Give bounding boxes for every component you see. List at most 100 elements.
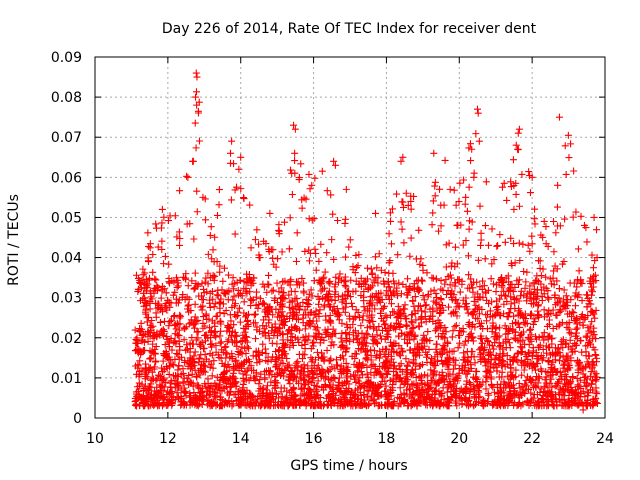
- data-point: [542, 373, 550, 381]
- data-point: [550, 217, 558, 225]
- data-point: [488, 225, 496, 233]
- data-point: [537, 231, 545, 239]
- data-point: [429, 209, 437, 217]
- data-point: [440, 201, 448, 209]
- data-point: [487, 275, 495, 283]
- data-point: [295, 174, 303, 182]
- data-point: [189, 355, 197, 363]
- data-point: [561, 339, 569, 347]
- data-point: [526, 189, 534, 197]
- data-point: [444, 272, 452, 280]
- data-point: [279, 359, 287, 367]
- data-point: [567, 383, 575, 391]
- data-point: [163, 335, 171, 343]
- data-point: [212, 333, 220, 341]
- data-point: [526, 247, 534, 255]
- data-point: [289, 386, 297, 394]
- data-point: [440, 360, 448, 368]
- data-point: [237, 337, 245, 345]
- data-point: [301, 337, 309, 345]
- data-point: [261, 328, 269, 336]
- data-point: [577, 390, 585, 398]
- data-point: [524, 290, 532, 298]
- data-point: [206, 303, 214, 311]
- data-point: [573, 324, 581, 332]
- data-point: [591, 346, 599, 354]
- data-point: [327, 191, 335, 199]
- data-point: [323, 346, 331, 354]
- data-point: [504, 326, 512, 334]
- data-point: [494, 242, 502, 250]
- data-point: [387, 338, 395, 346]
- data-point: [315, 353, 323, 361]
- data-point: [359, 316, 367, 324]
- data-point: [295, 338, 303, 346]
- data-point: [174, 351, 182, 359]
- data-point: [222, 398, 230, 406]
- data-point: [328, 338, 336, 346]
- data-point: [542, 379, 550, 387]
- data-point: [283, 387, 291, 395]
- data-point: [207, 223, 215, 231]
- data-point: [252, 293, 260, 301]
- data-point: [505, 285, 513, 293]
- data-point: [168, 400, 176, 408]
- data-point: [199, 319, 207, 327]
- data-point: [477, 241, 485, 249]
- data-point: [205, 391, 213, 399]
- data-point: [534, 292, 542, 300]
- data-point: [262, 322, 270, 330]
- data-point: [288, 326, 296, 334]
- data-point: [531, 205, 539, 213]
- data-point: [385, 230, 393, 238]
- data-point: [446, 281, 454, 289]
- x-tick-label: 16: [305, 431, 323, 447]
- data-point: [275, 221, 283, 229]
- data-point: [352, 332, 360, 340]
- data-point: [280, 289, 288, 297]
- data-point: [452, 321, 460, 329]
- data-point: [227, 317, 235, 325]
- data-point: [475, 303, 483, 311]
- data-point: [583, 332, 591, 340]
- data-point: [322, 382, 330, 390]
- data-point: [172, 325, 180, 333]
- data-point: [393, 284, 401, 292]
- data-point: [462, 370, 470, 378]
- data-point: [139, 265, 147, 273]
- data-point: [325, 278, 333, 286]
- data-point: [468, 280, 476, 288]
- data-point: [488, 298, 496, 306]
- data-point: [310, 338, 318, 346]
- data-point: [357, 274, 365, 282]
- data-point: [573, 374, 581, 382]
- data-point: [409, 389, 417, 397]
- data-point: [518, 383, 526, 391]
- data-point: [525, 168, 533, 176]
- data-point: [188, 277, 196, 285]
- data-point: [545, 357, 553, 365]
- data-point: [220, 384, 228, 392]
- data-point: [305, 170, 313, 178]
- data-point: [476, 310, 484, 318]
- data-point: [351, 390, 359, 398]
- data-point: [234, 400, 242, 408]
- data-point: [315, 295, 323, 303]
- data-point: [175, 228, 183, 236]
- data-point: [476, 202, 484, 210]
- data-point: [525, 349, 533, 357]
- data-point: [176, 235, 184, 243]
- data-point: [360, 303, 368, 311]
- data-point: [553, 203, 561, 211]
- data-point: [234, 348, 242, 356]
- data-point: [242, 393, 250, 401]
- data-point: [484, 367, 492, 375]
- data-point: [471, 359, 479, 367]
- data-point: [232, 356, 240, 364]
- data-point: [351, 327, 359, 335]
- data-point: [396, 352, 404, 360]
- data-point: [305, 215, 313, 223]
- data-point: [460, 341, 468, 349]
- data-point: [236, 304, 244, 312]
- data-point: [164, 217, 172, 225]
